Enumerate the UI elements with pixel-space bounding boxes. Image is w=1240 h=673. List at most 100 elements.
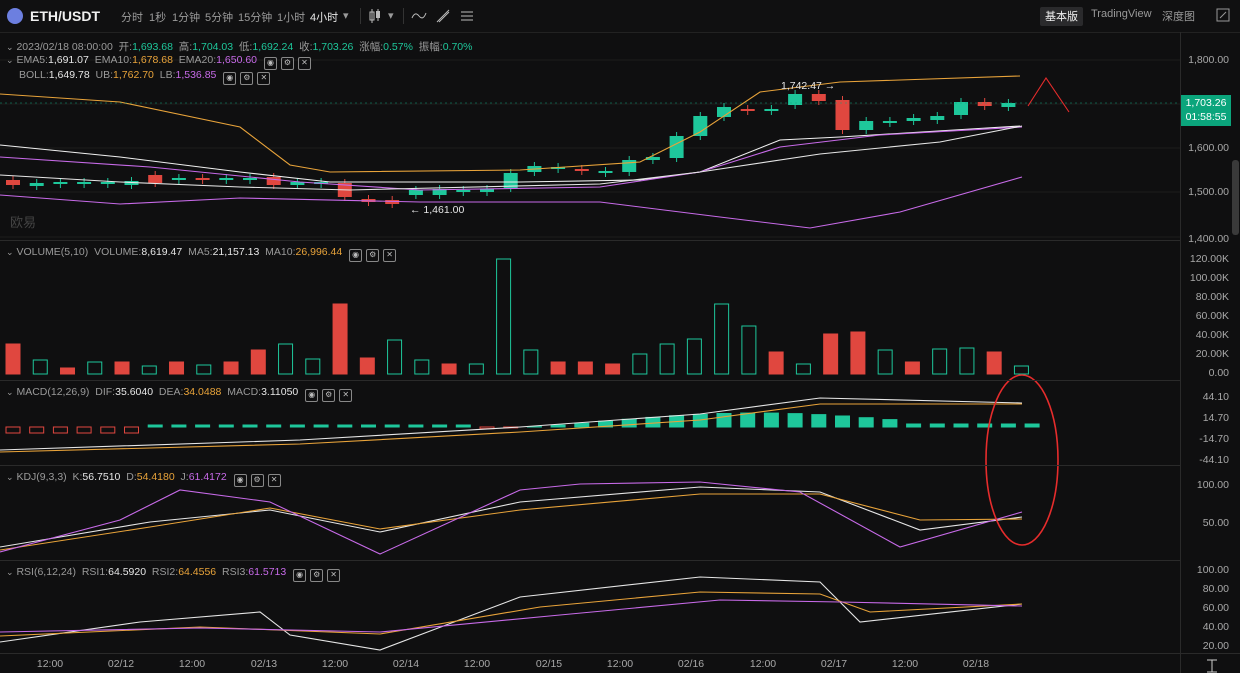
interval-1m[interactable]: 1分钟	[172, 12, 201, 24]
candle	[480, 189, 494, 192]
indicator-icon[interactable]	[411, 9, 427, 23]
gear-icon[interactable]: ⚙	[280, 57, 294, 70]
interval-dropdown-icon[interactable]: ▾	[343, 10, 349, 22]
rsi-legend: ⌄ RSI(6,12,24) RSI1:64.5920 RSI2:64.4556…	[6, 566, 341, 582]
macd-bar	[787, 413, 803, 428]
view-basic-button[interactable]: 基本版	[1040, 7, 1083, 26]
macd-bar	[337, 424, 353, 428]
axis-scrollbar[interactable]	[1231, 160, 1240, 240]
candle	[906, 118, 921, 121]
time-axis-label: 12:00	[463, 658, 491, 670]
close-icon[interactable]: ✕	[383, 249, 397, 262]
candle	[432, 189, 447, 195]
candlestick-type-icon[interactable]	[368, 8, 382, 24]
candle	[148, 175, 163, 183]
close-icon[interactable]: ✕	[257, 72, 271, 85]
low-annotation: ← 1,461.00	[410, 204, 465, 216]
volume-bar	[305, 358, 321, 375]
volume-bar	[932, 348, 948, 375]
time-axis-label: 12:00	[321, 658, 349, 670]
eye-icon[interactable]: ◉	[293, 569, 307, 582]
macd-bar	[5, 426, 21, 434]
time-axis-label: 02/12	[107, 658, 135, 670]
candle	[954, 102, 968, 115]
chart-canvas[interactable]	[0, 32, 1180, 673]
current-price-tag: 1,703.26 01:58:55	[1181, 95, 1231, 126]
kdj-legend: ⌄ KDJ(9,3,3) K:56.7510 D:54.4180 J:61.41…	[6, 471, 281, 487]
rsi-axis-label: 40.00	[1202, 621, 1229, 633]
macd-bar	[52, 426, 68, 434]
close-icon[interactable]: ✕	[339, 389, 353, 402]
candle	[6, 180, 20, 185]
macd-bar	[1000, 423, 1016, 428]
close-icon[interactable]: ✕	[297, 57, 311, 70]
candle	[645, 157, 660, 160]
volume-bar	[877, 349, 893, 375]
time-axis-label: 12:00	[178, 658, 206, 670]
eye-icon[interactable]: ◉	[233, 474, 247, 487]
volume-bar	[250, 349, 266, 375]
candle	[266, 177, 281, 185]
candle	[740, 109, 755, 111]
eye-icon[interactable]: ◉	[349, 249, 363, 262]
rsi1-line	[0, 576, 1023, 651]
symbol-title[interactable]: ETH/USDT	[30, 8, 100, 24]
volume-bar	[359, 357, 375, 375]
candle	[811, 94, 826, 101]
axis-scale-icon[interactable]	[1205, 659, 1219, 673]
volume-bar	[550, 361, 566, 375]
macd-bar	[645, 416, 661, 428]
macd-bar	[408, 424, 424, 428]
macd-bar	[29, 426, 45, 434]
volume-bar	[332, 303, 348, 375]
kdj-k-line	[0, 486, 1023, 548]
macd-bar	[716, 412, 732, 428]
interval-timeline[interactable]: 分时	[121, 12, 143, 24]
volume-bar	[605, 363, 621, 375]
drawing-tool-icon[interactable]	[435, 8, 451, 24]
volume-bar	[60, 367, 76, 375]
macd-bar	[858, 417, 874, 428]
interval-1s[interactable]: 1秒	[149, 12, 167, 24]
time-axis-label: 12:00	[606, 658, 634, 670]
volume-bar	[632, 353, 648, 375]
candle	[503, 173, 518, 188]
price-axis[interactable]: 1,800.00 1,600.00 1,500.00 1,400.00 120.…	[1180, 32, 1240, 673]
macd-dea-line	[0, 403, 1022, 453]
eye-icon[interactable]: ◉	[223, 72, 237, 85]
gear-icon[interactable]: ⚙	[310, 569, 324, 582]
macd-axis-label: -44.10	[1199, 454, 1229, 466]
price-axis-label: 1,800.00	[1188, 54, 1229, 66]
eye-icon[interactable]: ◉	[263, 57, 277, 70]
candle	[859, 121, 874, 130]
kdj-axis-label: 50.00	[1202, 517, 1229, 529]
volume-bar	[441, 363, 457, 375]
close-icon[interactable]: ✕	[267, 474, 281, 487]
macd-bar	[218, 424, 234, 428]
interval-4h[interactable]: 4小时	[310, 12, 339, 24]
eth-logo-icon	[7, 8, 23, 24]
gear-icon[interactable]: ⚙	[366, 249, 380, 262]
candle	[930, 116, 945, 120]
interval-5m[interactable]: 5分钟	[205, 12, 234, 24]
view-depth-button[interactable]: 深度图	[1162, 11, 1195, 23]
candle	[290, 182, 305, 185]
time-axis-label: 02/14	[392, 658, 420, 670]
volume-bar	[904, 361, 920, 375]
gear-icon[interactable]: ⚙	[240, 72, 254, 85]
volume-bar	[714, 303, 730, 375]
chart-type-dropdown-icon[interactable]: ▾	[388, 10, 394, 22]
interval-15m[interactable]: 15分钟	[238, 12, 273, 24]
fullscreen-icon[interactable]	[1216, 8, 1230, 22]
macd-bar	[432, 424, 448, 428]
time-axis-divider	[0, 653, 1240, 654]
rsi-axis-label: 20.00	[1202, 640, 1229, 652]
view-tradingview-button[interactable]: TradingView	[1091, 8, 1152, 20]
interval-1h[interactable]: 1小时	[277, 12, 306, 24]
close-icon[interactable]: ✕	[327, 569, 341, 582]
settings-list-icon[interactable]	[460, 9, 474, 23]
volume-bar	[87, 361, 103, 375]
gear-icon[interactable]: ⚙	[322, 389, 336, 402]
eye-icon[interactable]: ◉	[305, 389, 319, 402]
gear-icon[interactable]: ⚙	[250, 474, 264, 487]
